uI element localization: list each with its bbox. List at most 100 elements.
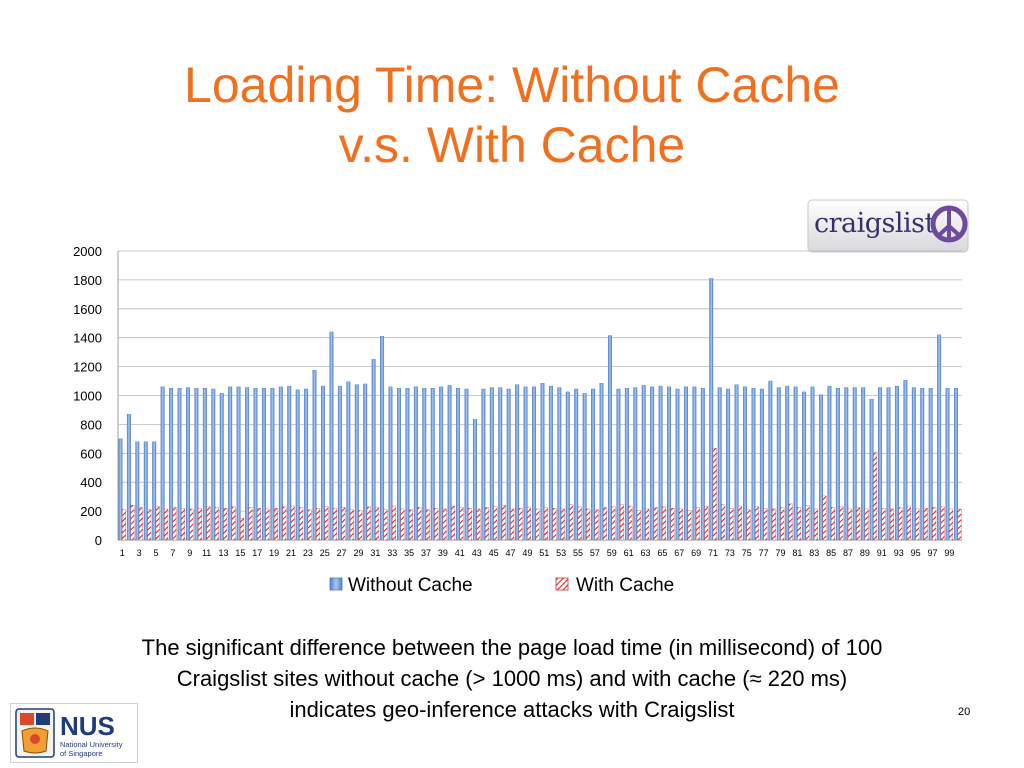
bar-without-cache-99 — [945, 388, 950, 541]
y-tick-label-2000: 2000 — [73, 244, 102, 259]
bar-without-cache-87 — [844, 387, 849, 541]
bar-with-cache-9 — [189, 508, 194, 541]
bar-without-cache-62 — [633, 387, 638, 541]
bar-without-cache-60 — [616, 388, 621, 541]
bar-without-cache-69 — [692, 386, 697, 541]
bar-with-cache-45 — [493, 506, 498, 541]
bar-without-cache-34 — [396, 388, 401, 541]
bar-without-cache-83 — [810, 386, 815, 541]
bar-without-cache-28 — [346, 381, 351, 541]
bar-with-cache-37 — [425, 509, 430, 541]
bar-with-cache-32 — [383, 509, 388, 541]
bar-without-cache-76 — [751, 388, 756, 541]
bar-with-cache-34 — [400, 508, 405, 541]
bar-with-cache-79 — [780, 507, 785, 541]
x-tick-label-23: 23 — [303, 548, 313, 558]
bar-without-cache-80 — [785, 385, 790, 541]
bar-without-cache-21 — [287, 385, 292, 541]
bar-with-cache-40 — [451, 505, 456, 541]
legend-swatch-with-cache — [555, 577, 569, 591]
bar-without-cache-6 — [160, 386, 165, 541]
bar-without-cache-27 — [337, 385, 342, 541]
bar-with-cache-92 — [890, 508, 894, 541]
bar-without-cache-78 — [768, 380, 773, 541]
bar-without-cache-7 — [169, 388, 174, 541]
bar-with-cache-7 — [172, 507, 177, 541]
bar-without-cache-64 — [650, 386, 655, 541]
craigslist-logo-text: craigslist — [814, 208, 935, 239]
bar-with-cache-67 — [679, 508, 683, 541]
bar-with-cache-86 — [839, 506, 844, 541]
bar-with-cache-26 — [333, 508, 337, 541]
bar-with-cache-63 — [645, 508, 650, 541]
bar-without-cache-41 — [456, 388, 461, 541]
bar-without-cache-42 — [464, 388, 469, 541]
bar-without-cache-44 — [481, 388, 486, 541]
bar-without-cache-61 — [624, 388, 629, 541]
bar-without-cache-43 — [472, 419, 477, 541]
bar-without-cache-2 — [126, 414, 131, 541]
x-tick-label-33: 33 — [387, 548, 397, 558]
y-tick-label-1600: 1600 — [73, 302, 102, 317]
bar-without-cache-92 — [886, 387, 891, 541]
bar-with-cache-89 — [864, 508, 869, 541]
x-tick-label-25: 25 — [320, 548, 330, 558]
x-tick-label-45: 45 — [489, 548, 499, 558]
bar-with-cache-61 — [628, 505, 633, 541]
bar-with-cache-47 — [510, 508, 515, 541]
bar-without-cache-58 — [599, 383, 604, 541]
bar-with-cache-88 — [856, 507, 861, 541]
bar-with-cache-15 — [240, 518, 245, 541]
bar-without-cache-91 — [878, 387, 883, 541]
bar-without-cache-53 — [557, 387, 562, 541]
bar-with-cache-96 — [923, 508, 928, 541]
x-tick-label-27: 27 — [337, 548, 347, 558]
bar-without-cache-49 — [523, 386, 528, 541]
bar-with-cache-82 — [805, 505, 810, 541]
bar-without-cache-77 — [759, 388, 764, 541]
bar-without-cache-94 — [903, 380, 908, 541]
bar-with-cache-28 — [349, 509, 354, 541]
bar-without-cache-19 — [270, 388, 275, 541]
bar-with-cache-25 — [324, 506, 329, 541]
x-tick-label-85: 85 — [826, 548, 836, 558]
bar-without-cache-20 — [278, 386, 283, 541]
craigslist-logo-background — [807, 199, 969, 253]
series-without-cache — [118, 278, 958, 541]
bar-with-cache-8 — [181, 508, 185, 541]
bar-with-cache-90 — [873, 452, 878, 541]
bar-with-cache-58 — [603, 507, 607, 541]
x-tick-label-73: 73 — [725, 548, 735, 558]
x-tick-label-79: 79 — [776, 548, 786, 558]
series-with-cache — [122, 448, 962, 541]
bar-without-cache-17 — [253, 388, 258, 541]
bar-with-cache-62 — [636, 510, 641, 541]
bar-with-cache-66 — [670, 508, 675, 541]
bar-with-cache-100 — [957, 508, 962, 541]
x-tick-label-67: 67 — [674, 548, 684, 558]
bar-with-cache-1 — [122, 509, 126, 541]
bar-with-cache-78 — [771, 508, 776, 541]
bar-with-cache-51 — [544, 507, 548, 541]
bar-with-cache-84 — [822, 495, 827, 541]
legend-label-with-cache: With Cache — [576, 575, 674, 596]
bar-without-cache-16 — [245, 387, 250, 541]
x-tick-label-39: 39 — [438, 548, 448, 558]
bar-with-cache-29 — [358, 510, 363, 541]
caption-line-1: The significant difference between the p… — [141, 635, 883, 660]
bar-with-cache-69 — [695, 507, 700, 541]
x-tick-label-75: 75 — [742, 548, 752, 558]
bar-without-cache-11 — [202, 388, 207, 541]
bar-without-cache-45 — [489, 387, 494, 541]
x-tick-label-19: 19 — [269, 548, 279, 558]
bar-without-cache-1 — [118, 438, 123, 541]
bar-without-cache-4 — [143, 441, 148, 541]
x-tick-label-1: 1 — [120, 548, 125, 558]
x-tick-label-95: 95 — [911, 548, 921, 558]
bar-with-cache-42 — [468, 508, 472, 541]
bar-with-cache-23 — [307, 509, 312, 541]
bar-without-cache-85 — [827, 385, 832, 541]
bar-with-cache-59 — [611, 506, 616, 541]
bar-with-cache-36 — [417, 507, 422, 541]
y-tick-label-1400: 1400 — [73, 331, 102, 346]
